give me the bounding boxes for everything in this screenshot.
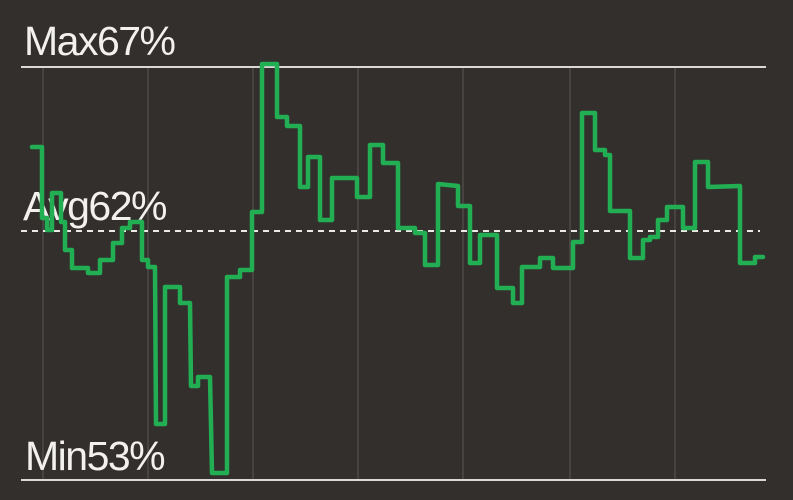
reference-labels: Max67% Avg62% Min53% [23, 18, 176, 479]
min-label: Min53% [25, 433, 164, 479]
vertical-gridlines [42, 68, 676, 479]
series-line [29, 61, 766, 476]
avg-label: Avg62% [23, 183, 166, 229]
max-label: Max67% [24, 18, 175, 64]
